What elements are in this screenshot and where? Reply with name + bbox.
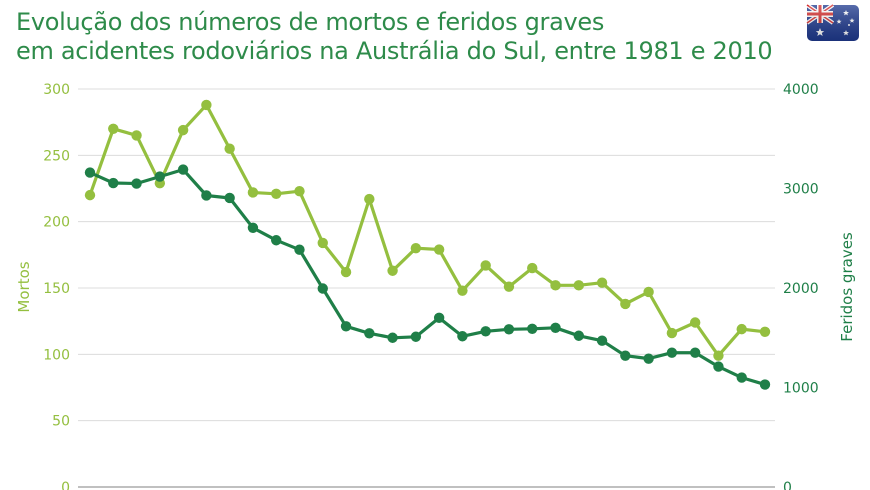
right-tick-label: 1000 bbox=[783, 381, 819, 397]
data-point-mortos bbox=[317, 237, 328, 249]
left-tick-label: 50 bbox=[52, 414, 70, 430]
data-point-mortos bbox=[759, 326, 771, 337]
data-point-feridos-graves bbox=[247, 222, 259, 234]
data-point-mortos bbox=[480, 260, 491, 271]
right-tick-label: 2000 bbox=[783, 281, 819, 297]
data-point-feridos-graves bbox=[108, 177, 119, 189]
chart-title-line-1: Evolução dos números de mortos e feridos… bbox=[16, 8, 605, 36]
data-point-mortos bbox=[271, 188, 282, 200]
left-tick-label: 0 bbox=[61, 480, 70, 490]
data-point-mortos bbox=[433, 244, 445, 255]
left-axis-label: Mortos bbox=[15, 261, 33, 312]
data-point-feridos-graves bbox=[480, 326, 491, 337]
data-point-feridos-graves bbox=[596, 335, 608, 346]
data-point-mortos bbox=[177, 124, 189, 136]
data-point-feridos-graves bbox=[457, 331, 468, 342]
data-point-mortos bbox=[247, 187, 259, 198]
data-point-feridos-graves bbox=[154, 171, 166, 182]
data-point-feridos-graves bbox=[713, 361, 724, 372]
data-point-mortos bbox=[713, 350, 724, 361]
data-point-mortos bbox=[457, 285, 468, 296]
grid-layer bbox=[78, 88, 775, 488]
data-point-feridos-graves bbox=[131, 178, 142, 189]
data-point-feridos-graves bbox=[271, 235, 282, 246]
data-point-feridos-graves bbox=[387, 332, 398, 343]
data-point-mortos bbox=[410, 243, 422, 254]
data-point-mortos bbox=[596, 277, 608, 288]
series-line-mortos bbox=[88, 103, 767, 358]
data-point-feridos-graves bbox=[550, 322, 561, 333]
data-point-mortos bbox=[108, 123, 119, 134]
right-axis-label: Feridos graves bbox=[838, 232, 856, 342]
data-point-feridos-graves bbox=[433, 312, 445, 324]
data-point-feridos-graves bbox=[573, 330, 584, 341]
data-point-mortos bbox=[550, 280, 561, 291]
series-line-feridos-graves bbox=[88, 168, 767, 387]
australia-flag-icon bbox=[806, 4, 859, 41]
data-point-mortos bbox=[573, 280, 584, 291]
data-point-mortos bbox=[364, 193, 375, 205]
left-tick-label: 250 bbox=[43, 148, 70, 164]
right-tick-label: 4000 bbox=[783, 82, 819, 98]
right-tick-label: 3000 bbox=[783, 182, 819, 198]
data-point-mortos bbox=[294, 185, 305, 197]
data-point-mortos bbox=[387, 265, 398, 276]
data-point-mortos bbox=[527, 262, 538, 274]
data-point-feridos-graves bbox=[317, 283, 328, 294]
chart-title-line-2: em acidentes rodoviários na Austrália do… bbox=[16, 37, 773, 65]
data-point-feridos-graves bbox=[294, 244, 305, 255]
series-layer bbox=[84, 99, 771, 390]
right-tick-label: 0 bbox=[783, 480, 792, 490]
data-point-feridos-graves bbox=[340, 321, 352, 332]
data-point-mortos bbox=[620, 298, 631, 310]
data-point-feridos-graves bbox=[410, 331, 422, 342]
data-point-mortos bbox=[224, 143, 235, 154]
left-tick-label: 100 bbox=[43, 347, 70, 363]
data-point-feridos-graves bbox=[503, 324, 515, 335]
data-point-feridos-graves bbox=[224, 192, 235, 204]
data-point-mortos bbox=[503, 281, 515, 292]
data-point-mortos bbox=[666, 327, 678, 339]
data-point-mortos bbox=[643, 286, 654, 298]
data-point-feridos-graves bbox=[620, 350, 631, 361]
data-point-mortos bbox=[84, 189, 96, 201]
data-point-mortos bbox=[689, 317, 701, 328]
data-point-feridos-graves bbox=[666, 347, 678, 358]
data-point-mortos bbox=[201, 99, 212, 111]
data-point-feridos-graves bbox=[689, 347, 701, 358]
data-point-feridos-graves bbox=[759, 379, 771, 390]
data-point-feridos-graves bbox=[84, 167, 96, 178]
data-point-feridos-graves bbox=[201, 190, 212, 201]
data-point-mortos bbox=[340, 266, 352, 278]
left-tick-label: 150 bbox=[43, 281, 70, 297]
data-point-feridos-graves bbox=[177, 164, 189, 175]
data-point-mortos bbox=[131, 130, 142, 141]
left-tick-label: 200 bbox=[43, 215, 70, 231]
data-point-feridos-graves bbox=[643, 353, 654, 364]
data-point-feridos-graves bbox=[527, 323, 538, 334]
chart-title: Evolução dos números de mortos e feridos… bbox=[16, 8, 773, 66]
data-point-mortos bbox=[736, 323, 747, 335]
data-point-feridos-graves bbox=[736, 372, 747, 383]
data-point-feridos-graves bbox=[364, 328, 375, 339]
left-tick-label: 300 bbox=[43, 82, 70, 98]
